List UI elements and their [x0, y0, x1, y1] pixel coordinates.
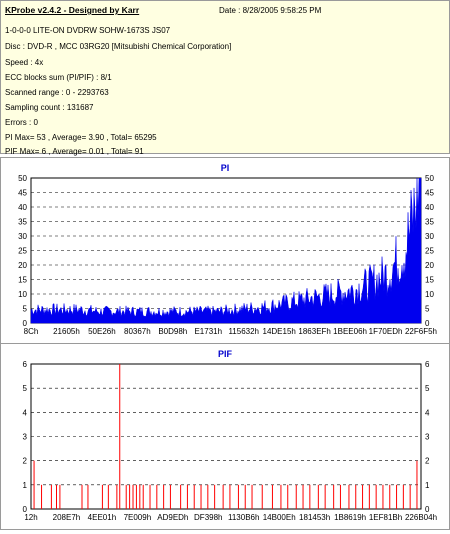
errors-count: Errors : 0	[5, 118, 38, 127]
y-tick-label-left: 6	[23, 360, 28, 369]
pi-series-area	[30, 177, 422, 324]
y-tick-label-left: 5	[23, 305, 28, 314]
x-tick-label: 80367h	[124, 327, 151, 336]
x-tick-label: 7E009h	[124, 513, 152, 522]
x-tick-label: 1F70EDh	[369, 327, 403, 336]
pif-chart: PIF 0 0 1 1 2 2 3 3 4 4 5 5 6 6 12h 208E7h 4EE01h 7E009h AD…	[23, 349, 437, 522]
y-tick-label-left: 10	[18, 290, 27, 299]
x-tick-label: 1B8619h	[334, 513, 366, 522]
y-tick-label-left: 30	[18, 232, 27, 241]
y-tick-label-left: 25	[18, 247, 27, 256]
drive-info: 1-0-0-0 LITE-ON DVDRW SOHW-1673S JS07	[5, 26, 171, 35]
y-tick-label-right: 25	[425, 247, 434, 256]
y-tick-label-left: 1	[23, 481, 28, 490]
pi-chart-panel: PI 0 0 5 5 10 10 15 15 20 20 25 25 30 30 35 35 40 40 45 45 50…	[0, 157, 450, 344]
y-tick-label-left: 0	[23, 319, 28, 328]
chart-title: PIF	[218, 349, 233, 359]
y-tick-label-right: 10	[425, 290, 434, 299]
y-tick-label-left: 35	[18, 218, 27, 227]
x-tick-label: 208E7h	[53, 513, 81, 522]
disc-info: Disc : DVD-R , MCC 03RG20 [Mitsubishi Ch…	[5, 42, 232, 51]
app-title: KProbe v2.4.2 - Designed by Karr	[5, 5, 140, 15]
y-tick-label-left: 5	[23, 384, 28, 393]
y-tick-label-left: 2	[23, 457, 28, 466]
y-tick-label-right: 20	[425, 261, 434, 270]
y-tick-label-right: 2	[425, 457, 430, 466]
y-tick-label-right: 0	[425, 505, 430, 514]
y-tick-label-right: 5	[425, 384, 430, 393]
chart-title: PI	[221, 163, 230, 173]
x-tick-label: 21605h	[53, 327, 80, 336]
pi-chart: PI 0 0 5 5 10 10 15 15 20 20 25 25 30 30 35 35 40 40 45 45 50…	[18, 163, 437, 336]
y-tick-label-right: 45	[425, 189, 434, 198]
x-tick-label: 22F6F5h	[405, 327, 437, 336]
y-tick-label-left: 0	[23, 505, 28, 514]
x-tick-label: DF398h	[194, 513, 222, 522]
y-tick-label-left: 40	[18, 203, 27, 212]
y-tick-label-right: 1	[425, 481, 430, 490]
y-tick-label-right: 15	[425, 276, 434, 285]
scanned-range: Scanned range : 0 - 2293763	[5, 88, 109, 97]
x-tick-label: 226B04h	[405, 513, 437, 522]
x-tick-label: E1731h	[194, 327, 222, 336]
y-tick-label-right: 0	[425, 319, 430, 328]
y-tick-label-right: 40	[425, 203, 434, 212]
x-tick-label: B0D98h	[158, 327, 187, 336]
y-tick-label-right: 6	[425, 360, 430, 369]
x-tick-label: 14B00Eh	[263, 513, 296, 522]
pif-chart-panel: PIF 0 0 1 1 2 2 3 3 4 4 5 5 6 6 12h 208E7h 4EE01h 7E009h AD…	[0, 343, 450, 530]
x-tick-label: 115632h	[228, 327, 259, 336]
y-tick-label-right: 5	[425, 305, 430, 314]
y-tick-label-left: 4	[23, 408, 28, 417]
y-tick-label-right: 35	[425, 218, 434, 227]
y-tick-label-left: 15	[18, 276, 27, 285]
pif-summary: PIF Max= 6 , Average= 0.01 , Total= 91	[5, 147, 144, 156]
ecc-info: ECC blocks sum (PI/PIF) : 8/1	[5, 73, 112, 82]
x-tick-label: 12h	[24, 513, 37, 522]
scan-date: Date : 8/28/2005 9:58:25 PM	[219, 6, 322, 15]
y-tick-label-right: 3	[425, 433, 430, 442]
pi-summary: PI Max= 53 , Average= 3.90 , Total= 6529…	[5, 133, 157, 142]
y-tick-label-left: 50	[18, 174, 27, 183]
y-tick-label-left: 20	[18, 261, 27, 270]
y-tick-label-left: 45	[18, 189, 27, 198]
x-tick-label: 4EE01h	[88, 513, 116, 522]
x-tick-label: 8Ch	[24, 327, 39, 336]
x-tick-label: 14DE15h	[263, 327, 296, 336]
x-tick-label: 1BEE06h	[333, 327, 367, 336]
y-tick-label-left: 3	[23, 433, 28, 442]
sampling-count: Sampling count : 131687	[5, 103, 94, 112]
x-tick-label: AD9EDh	[157, 513, 188, 522]
x-tick-label: 1EF81Bh	[369, 513, 402, 522]
y-tick-label-right: 4	[425, 408, 430, 417]
x-tick-label: 50E26h	[88, 327, 116, 336]
x-tick-label: 181453h	[299, 513, 330, 522]
y-tick-label-right: 30	[425, 232, 434, 241]
y-tick-label-right: 50	[425, 174, 434, 183]
info-panel: KProbe v2.4.2 - Designed by Karr Date : …	[0, 0, 450, 156]
speed-info: Speed : 4x	[5, 58, 44, 67]
x-tick-label: 1130B6h	[228, 513, 259, 522]
x-tick-label: 1863EFh	[298, 327, 330, 336]
